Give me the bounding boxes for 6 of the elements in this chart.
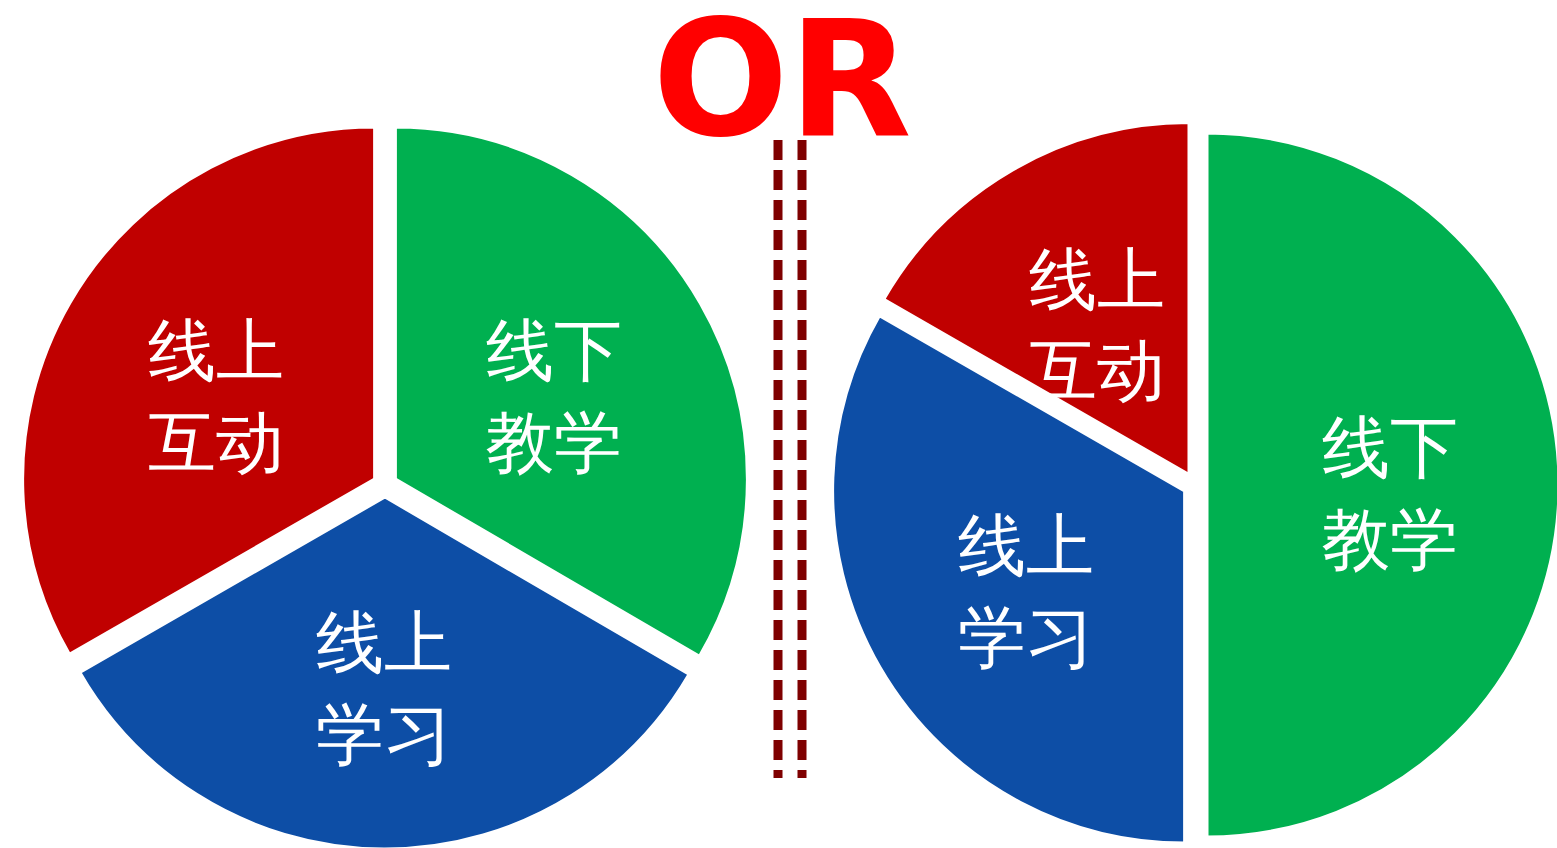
slice-label: 线上学习 (958, 506, 1095, 677)
text: OR (652, 0, 912, 173)
slice-label: 线上学习 (316, 603, 453, 775)
slice-label: 线下教学 (1322, 408, 1459, 580)
slice-label: 线上互动 (148, 310, 285, 482)
slice-label: 线下教学 (486, 311, 623, 483)
